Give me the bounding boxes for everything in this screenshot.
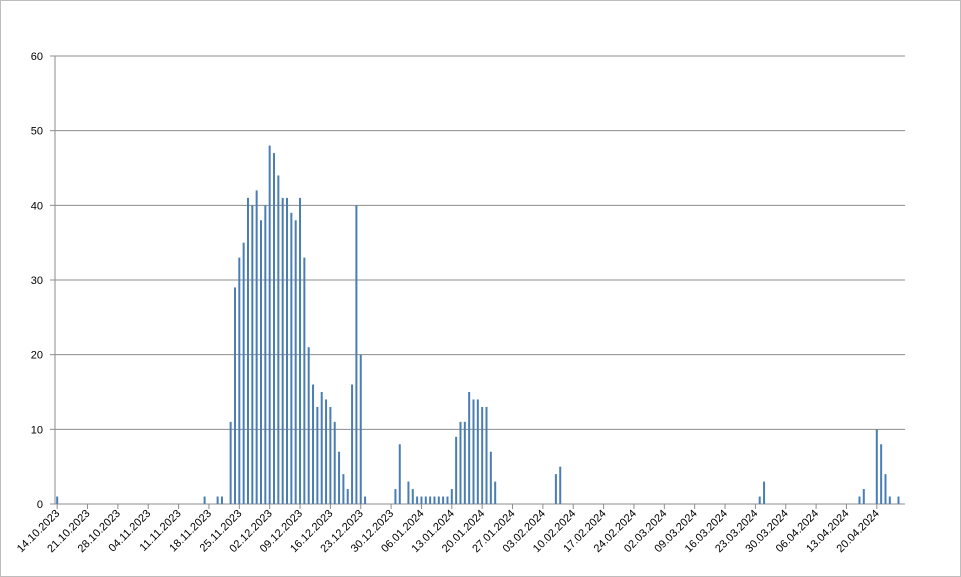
bar (433, 496, 436, 504)
bar (494, 481, 497, 504)
bar (294, 220, 297, 504)
y-tick-label: 30 (31, 275, 43, 287)
bar (325, 399, 328, 504)
bar (763, 481, 766, 504)
y-tick-label: 0 (37, 499, 43, 511)
bar (455, 436, 458, 504)
bar (351, 384, 354, 504)
bar (303, 257, 306, 504)
bar (259, 220, 262, 504)
bar (364, 496, 367, 504)
bar (472, 399, 475, 504)
bar (442, 496, 445, 504)
bar (858, 496, 861, 504)
bar (251, 205, 254, 505)
bar (884, 474, 887, 504)
y-tick-label: 40 (31, 200, 43, 212)
bar (880, 444, 883, 504)
y-tick-label: 50 (31, 126, 43, 138)
bar (233, 287, 236, 504)
bar (346, 489, 349, 504)
bar (238, 257, 241, 504)
bar (897, 496, 900, 504)
bar (281, 197, 284, 504)
bar (56, 496, 59, 504)
bar (398, 444, 401, 504)
bar (342, 474, 345, 504)
bar (246, 197, 249, 504)
bar (476, 399, 479, 504)
bar (758, 496, 761, 504)
bar (299, 197, 302, 504)
bar (394, 489, 397, 504)
bar (355, 205, 358, 505)
bar (875, 429, 878, 504)
bar (862, 489, 865, 504)
bar (268, 145, 271, 504)
bar (286, 197, 289, 504)
bar (216, 496, 219, 504)
bar (277, 175, 280, 504)
bar (446, 496, 449, 504)
bar (320, 392, 323, 504)
bar (489, 451, 492, 504)
bar (359, 354, 362, 504)
bar (554, 474, 557, 504)
bar (888, 496, 891, 504)
bar (329, 406, 332, 504)
bar (338, 451, 341, 504)
y-tick-label: 10 (31, 424, 43, 436)
bar (255, 190, 258, 504)
bar (416, 496, 419, 504)
bar (424, 496, 427, 504)
bar (468, 392, 471, 504)
bar (290, 212, 293, 505)
bar (485, 406, 488, 504)
bar (437, 496, 440, 504)
bar (481, 406, 484, 504)
bar (312, 384, 315, 504)
bar (450, 489, 453, 504)
bar (229, 421, 232, 504)
bar (316, 406, 319, 504)
bar (429, 496, 432, 504)
bar (411, 489, 414, 504)
bar (463, 421, 466, 504)
y-tick-label: 20 (31, 350, 43, 362)
bar (459, 421, 462, 504)
bar (242, 242, 245, 504)
bar (407, 481, 410, 504)
y-tick-label: 60 (31, 51, 43, 63)
bar (333, 421, 336, 504)
bar (420, 496, 423, 504)
bar (273, 153, 276, 505)
bar (307, 347, 310, 504)
bar (264, 205, 267, 505)
bar (203, 496, 206, 504)
bar (220, 496, 223, 504)
bar (559, 466, 562, 504)
